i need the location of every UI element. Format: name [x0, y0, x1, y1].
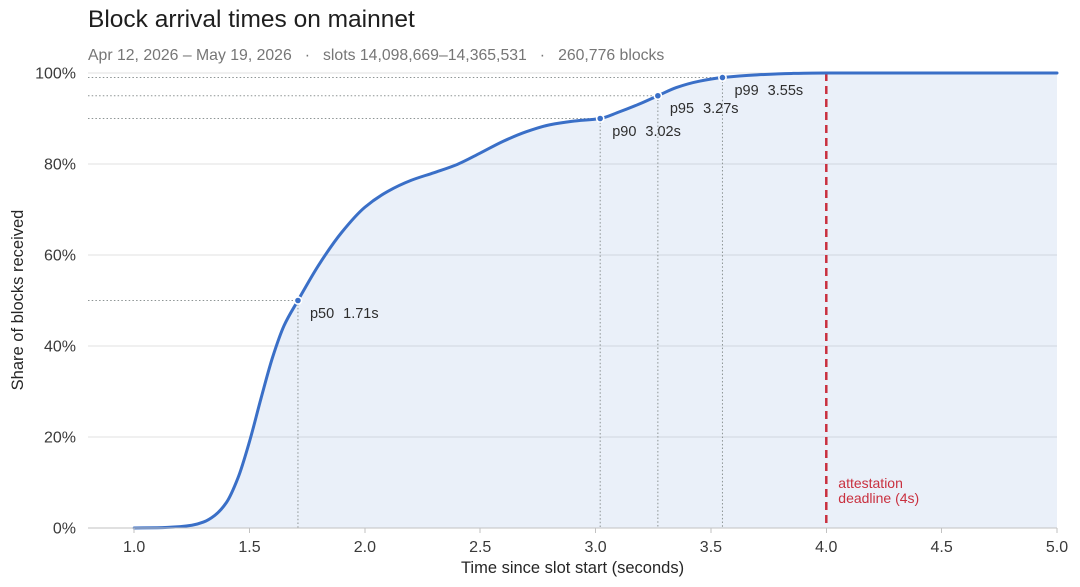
x-tick-label: 3.0: [584, 539, 606, 556]
percentile-label-p50: p50 1.71s: [310, 306, 379, 322]
subtitle-separator: ·: [304, 47, 311, 64]
y-tick-label: 0%: [53, 521, 76, 538]
deadline-label-line-1: attestation: [838, 475, 903, 491]
percentile-name: p50: [310, 306, 334, 322]
attestation-deadline-label: attestation deadline (4s): [838, 475, 919, 506]
x-tick-label: 2.0: [354, 539, 376, 556]
percentile-name: p90: [612, 124, 636, 140]
y-tick-label: 80%: [44, 157, 76, 174]
subtitle-date-range: Apr 12, 2026 – May 19, 2026: [88, 47, 292, 64]
y-tick-label: 20%: [44, 430, 76, 447]
percentile-label-p99: p99 3.55s: [734, 83, 803, 99]
percentile-value: 1.71s: [343, 306, 378, 322]
percentile-guides: [88, 77, 723, 528]
subtitle-block-count: 260,776 blocks: [558, 47, 665, 64]
percentile-value: 3.02s: [645, 124, 680, 140]
cdf-line: [132, 71, 1059, 530]
y-tick-label: 100%: [35, 66, 76, 83]
percentile-name: p99: [734, 83, 758, 99]
percentile-label-p90: p90 3.02s: [612, 124, 681, 140]
x-tick-label: 3.5: [700, 539, 722, 556]
percentile-name: p95: [670, 101, 694, 117]
percentile-labels: p50 1.71s p90 3.02s p95 3.27s p99 3.55s: [310, 83, 803, 322]
y-tick-label: 40%: [44, 339, 76, 356]
deadline-label-line-2: deadline (4s): [838, 490, 919, 506]
x-tick-label: 4.5: [931, 539, 953, 556]
chart-subtitle: Apr 12, 2026 – May 19, 2026 · slots 14,0…: [88, 47, 664, 65]
x-axis-tick-labels: 1.0 1.5 2.0 2.5 3.0 3.5 4.0 4.5 5.0: [123, 539, 1068, 556]
percentile-value: 3.27s: [703, 101, 738, 117]
y-tick-label: 60%: [44, 248, 76, 265]
y-axis-tick-labels: 0% 20% 40% 60% 80% 100%: [35, 66, 76, 538]
x-axis-title: Time since slot start (seconds): [461, 559, 684, 577]
x-tick-label: 1.0: [123, 539, 145, 556]
x-axis-ticks: [133, 528, 1058, 533]
subtitle-separator: ·: [539, 47, 546, 64]
subtitle-slot-range: slots 14,098,669–14,365,531: [323, 47, 527, 64]
x-tick-label: 2.5: [469, 539, 491, 556]
percentile-marker-p95: [653, 91, 663, 101]
x-tick-label: 1.5: [238, 539, 260, 556]
percentile-markers: [293, 73, 727, 305]
x-tick-label: 4.0: [815, 539, 837, 556]
x-tick-label: 5.0: [1046, 539, 1068, 556]
cdf-area-fill: [134, 73, 1057, 528]
y-axis-title: Share of blocks received: [9, 210, 27, 391]
percentile-marker-p99: [718, 73, 727, 82]
chart-title: Block arrival times on mainnet: [88, 6, 415, 33]
percentile-marker-p50: [293, 296, 303, 305]
percentile-value: 3.55s: [768, 83, 803, 99]
percentile-label-p95: p95 3.27s: [670, 101, 739, 117]
percentile-marker-p90: [595, 114, 605, 123]
